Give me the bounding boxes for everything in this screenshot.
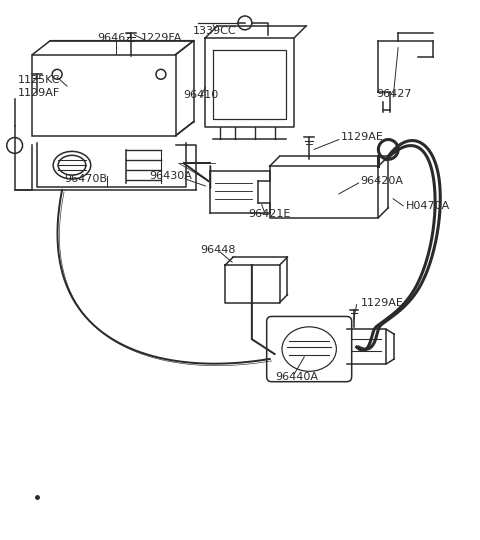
- Text: 1229FA: 1229FA: [141, 33, 182, 43]
- Text: 1129AE: 1129AE: [341, 132, 384, 141]
- Text: 96470B: 96470B: [64, 174, 107, 184]
- Text: 96440A: 96440A: [276, 372, 319, 382]
- Text: 96410: 96410: [184, 90, 219, 100]
- Text: 96427: 96427: [376, 89, 412, 99]
- FancyBboxPatch shape: [267, 316, 352, 382]
- Text: 1129AF: 1129AF: [18, 88, 60, 98]
- Text: 96421E: 96421E: [248, 208, 290, 219]
- Text: 96430A: 96430A: [149, 171, 192, 181]
- Text: 96462: 96462: [97, 33, 133, 43]
- Text: 1129AE: 1129AE: [360, 298, 404, 308]
- Text: 96420A: 96420A: [360, 176, 404, 186]
- Text: 96448: 96448: [201, 245, 236, 255]
- Text: 1125KC: 1125KC: [18, 75, 60, 85]
- Text: 1339CC: 1339CC: [192, 26, 236, 36]
- Text: H0470A: H0470A: [406, 201, 450, 211]
